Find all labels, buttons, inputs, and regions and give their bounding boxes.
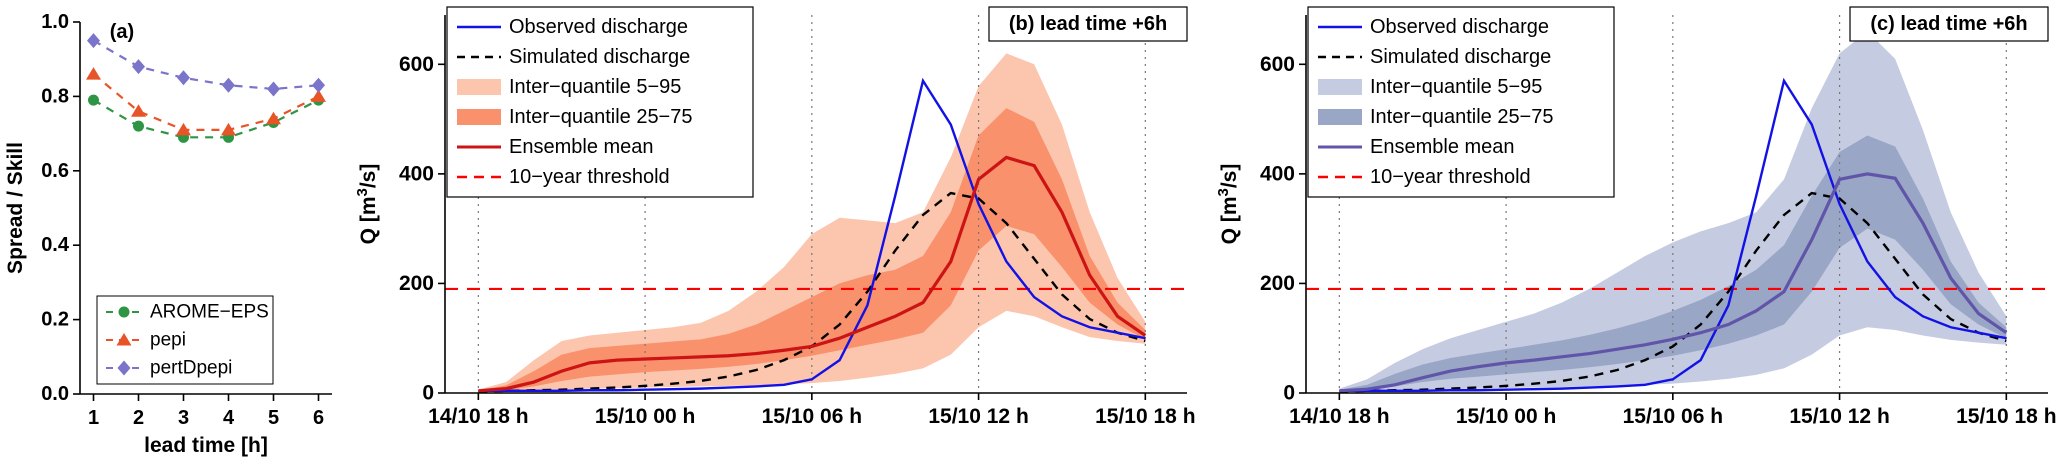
marker-diamond <box>132 59 145 75</box>
legend-box <box>1307 6 1615 198</box>
y-tick-label: 200 <box>399 272 434 295</box>
y-tick-label: 0.8 <box>41 85 69 107</box>
panel-label: (a) <box>110 21 134 43</box>
marker-circle <box>88 94 99 106</box>
marker-triangle <box>176 122 191 136</box>
series-line <box>92 73 319 131</box>
legend-label: Inter−quantile 25−75 <box>509 106 693 128</box>
x-tick-label: 14/10 18 h <box>428 405 528 428</box>
panel-b-hydrograph: 14/10 18 h 15/10 00 h 15/10 06 h 15/10 12 h… <box>345 0 1206 469</box>
legend-label: 10−year threshold <box>1370 166 1531 188</box>
x-tick-label: 15/10 12 h <box>1789 405 1889 428</box>
y-tick-label: 0.4 <box>41 234 70 256</box>
y-tick-label: 0 <box>1283 382 1295 405</box>
marker-diamond <box>222 77 235 93</box>
x-tick-label: 15/10 06 h <box>1623 405 1723 428</box>
marker-diamond <box>177 70 190 86</box>
x-tick-label: 6 <box>313 407 324 429</box>
y-axis-title: Spread / Skill <box>4 142 27 274</box>
legend-band-swatch <box>1318 79 1362 95</box>
marker-diamond <box>87 33 100 49</box>
marker-triangle <box>116 333 132 346</box>
hydrograph-c-chart: 14/10 18 h 15/10 00 h 15/10 06 h 15/10 12 h… <box>1215 6 2057 428</box>
marker-circle <box>133 120 144 132</box>
legend-label: Inter−quantile 25−75 <box>1370 106 1554 128</box>
legend-band-swatch <box>457 79 501 95</box>
legend-label: pepi <box>150 330 186 351</box>
marker-circle <box>118 306 130 318</box>
y-tick-label: 1.0 <box>41 11 69 33</box>
series-line <box>92 39 319 91</box>
legend-label: Simulated discharge <box>509 46 690 68</box>
y-tick-label: 0.6 <box>41 160 69 182</box>
x-tick-label: 15/10 06 h <box>762 405 862 428</box>
x-tick-label: 15/10 00 h <box>595 405 695 428</box>
y-axis-title: Q [m3/s] <box>1215 164 1241 245</box>
line-simulated-discharge <box>1339 191 2007 393</box>
y-tick-label: 200 <box>1260 272 1295 295</box>
y-tick-label: 0.0 <box>41 383 69 405</box>
legend-label: Observed discharge <box>1370 16 1549 38</box>
x-tick-label: 1 <box>88 407 99 429</box>
x-tick-label: 15/10 18 h <box>1095 405 1195 428</box>
legend-box <box>446 6 754 198</box>
x-tick-label: 5 <box>268 407 279 429</box>
series-line <box>92 99 319 139</box>
line-ensemble-mean <box>478 155 1147 393</box>
legend-label: AROME−EPS <box>150 302 269 323</box>
y-tick-label: 400 <box>1260 162 1295 185</box>
y-tick-label: 600 <box>399 53 434 76</box>
marker-triangle <box>131 104 146 117</box>
x-tick-label: 15/10 12 h <box>928 405 1028 428</box>
marker-triangle <box>86 67 101 80</box>
marker-triangle <box>311 89 326 102</box>
x-tick-label: 15/10 00 h <box>1456 405 1556 428</box>
legend-label: Ensemble mean <box>1370 136 1515 158</box>
panel-label-box <box>988 6 1188 42</box>
x-tick-label: 4 <box>223 407 235 429</box>
panel-label: (c) lead time +6h <box>1870 13 2027 35</box>
legend-label: Inter−quantile 5−95 <box>509 76 681 98</box>
x-axis-title: lead time [h] <box>144 434 268 457</box>
legend-label: Observed discharge <box>509 16 688 38</box>
x-tick-label: 14/10 18 h <box>1289 405 1389 428</box>
x-tick-label: 15/10 18 h <box>1956 405 2056 428</box>
line-observed-discharge <box>1339 77 2007 393</box>
hydrograph-b-chart: 14/10 18 h 15/10 00 h 15/10 06 h 15/10 12 h… <box>354 6 1196 428</box>
panel-label-box <box>1849 6 2049 42</box>
x-tick-label: 2 <box>133 407 144 429</box>
y-axis-title: Q [m3/s] <box>354 164 380 245</box>
spread-skill-chart: 1 2 3 4 5 6 0.0 0.2 0.4 0.6 0.8 1.0 Spread / Skill le… <box>4 11 332 457</box>
marker-diamond <box>267 81 280 97</box>
marker-diamond <box>312 77 325 93</box>
y-tick-label: 400 <box>399 162 434 185</box>
marker-triangle <box>221 122 236 136</box>
legend-label: Simulated discharge <box>1370 46 1551 68</box>
line-ensemble-mean <box>1339 172 2008 393</box>
legend-label: Inter−quantile 5−95 <box>1370 76 1542 98</box>
x-tick-label: 3 <box>178 407 189 429</box>
line-observed-discharge <box>478 77 1146 393</box>
legend-label: Ensemble mean <box>509 136 654 158</box>
panel-a-spread-skill: 1 2 3 4 5 6 0.0 0.2 0.4 0.6 0.8 1.0 Spread / Skill le… <box>0 0 345 469</box>
y-tick-label: 0 <box>422 382 434 405</box>
panel-label: (b) lead time +6h <box>1009 13 1167 35</box>
marker-diamond <box>117 360 131 376</box>
legend-band-swatch <box>457 109 501 125</box>
marker-triangle <box>266 111 281 125</box>
legend-band-swatch <box>1318 109 1362 125</box>
y-tick-label: 600 <box>1260 53 1295 76</box>
legend-label: pertDpepi <box>150 358 232 379</box>
panel-c-hydrograph: 14/10 18 h 15/10 00 h 15/10 06 h 15/10 12 h… <box>1206 0 2067 469</box>
legend-label: 10−year threshold <box>509 166 670 188</box>
y-tick-label: 0.2 <box>41 309 69 331</box>
